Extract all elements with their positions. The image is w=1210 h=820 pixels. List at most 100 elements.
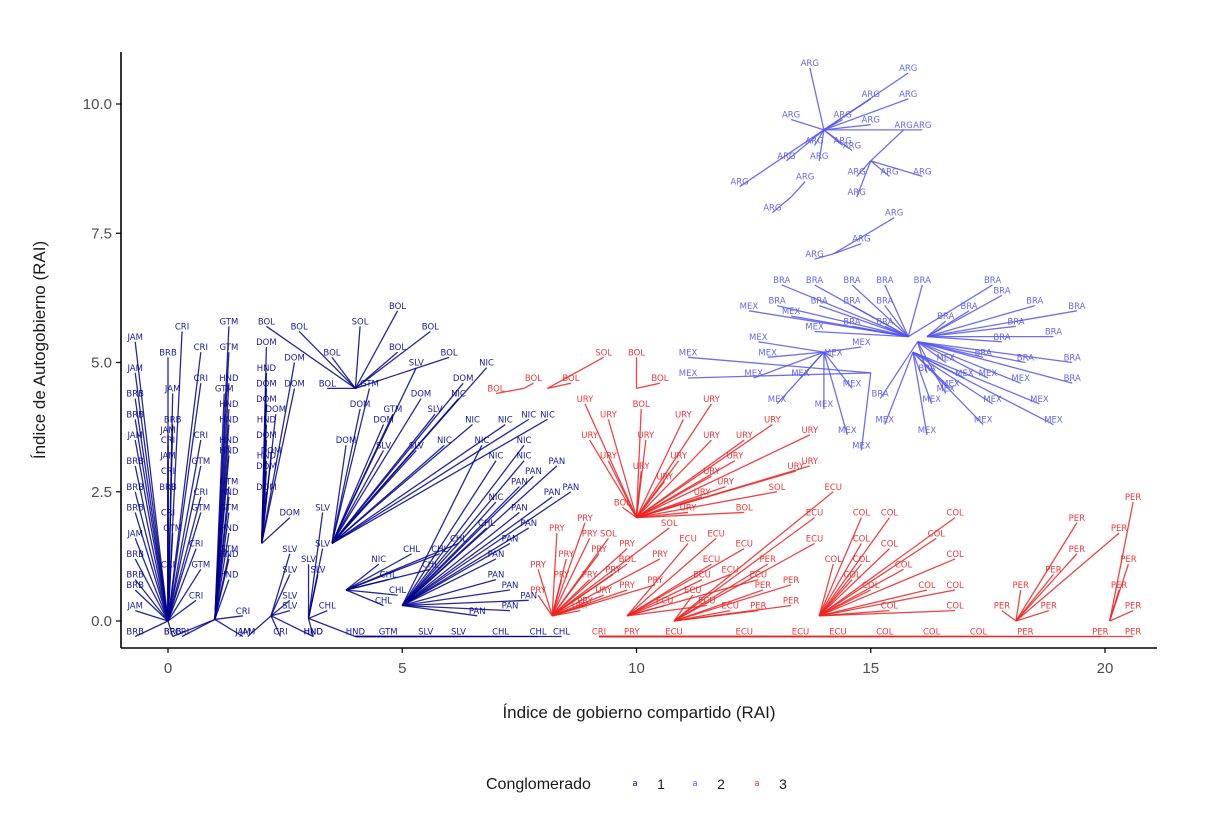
series-1-segment [401, 511, 520, 606]
series-3-segment [626, 543, 689, 617]
series-2-segment [860, 372, 872, 451]
point-label: BRA [918, 364, 935, 374]
series-3-segment [626, 579, 703, 617]
point-label: NIC [498, 416, 513, 426]
point-label: PER [1125, 493, 1141, 503]
series-1-segment [167, 568, 202, 622]
legend-key-1: a [632, 779, 637, 789]
series-3-segment [551, 584, 656, 617]
point-label: BRA [1017, 354, 1034, 364]
point-label: ARG [805, 250, 823, 260]
series-2: ARG ARG ARG ARG ARG ARG ARG ARG ARG ARG ARG ARG ARG A… [679, 59, 1086, 452]
point-label: DOM [411, 390, 432, 400]
point-label: URY [703, 431, 721, 441]
series-3-segment [551, 558, 661, 617]
series-1-segment [261, 388, 296, 544]
series-2-segment [884, 351, 914, 425]
point-label: BRB [164, 416, 182, 426]
point-label: BRA [937, 312, 954, 322]
series-3-segment [551, 579, 563, 616]
series-1-segment [266, 325, 356, 389]
series-3-segment [818, 558, 956, 617]
series-2-segment [917, 341, 1073, 384]
point-label: MEX [922, 395, 941, 405]
series-2-segment [926, 325, 1017, 338]
series-2-segment [856, 160, 872, 177]
series-1-segment [345, 553, 412, 591]
series-1-segment [134, 538, 169, 622]
point-label: NIC [451, 390, 466, 400]
point-label: URY [787, 462, 805, 472]
series-2-segment [748, 310, 909, 338]
point-label: CRI [194, 431, 208, 441]
series-3-segment [636, 439, 712, 519]
series-3-segment [547, 356, 605, 389]
point-label: ECU [806, 534, 824, 544]
point-label: ARG [805, 136, 823, 146]
point-label: DOM [256, 338, 277, 348]
series-2-segment [786, 129, 825, 162]
point-label: MEX [852, 441, 871, 451]
point-label: ARG [796, 173, 814, 183]
point-label: ECU [806, 509, 824, 519]
series-1-segment [307, 574, 319, 619]
point-label: PER [1012, 581, 1028, 591]
series-3-segment [551, 537, 591, 617]
series-1-segment [167, 620, 174, 637]
point-label: DOM [350, 400, 371, 410]
point-label: PAN [511, 503, 528, 513]
point-label: MEX [815, 400, 834, 410]
point-label: MEX [768, 395, 787, 405]
point-label: BRA [872, 390, 889, 400]
point-label: BRA [984, 276, 1001, 286]
point-label: PAN [469, 607, 486, 617]
series-3-segment [673, 594, 694, 622]
point-label: ECU [735, 628, 753, 638]
point-label: SLV [282, 565, 297, 575]
point-label: PRY [619, 581, 635, 591]
series-2-segment [823, 98, 909, 131]
series-1-segment [401, 496, 553, 607]
point-label: ECU [825, 483, 843, 493]
series-2-segment [884, 305, 909, 338]
series-3-segment [537, 569, 553, 617]
series-3-segment [1015, 610, 1049, 622]
series-2-segment [776, 304, 909, 338]
point-label: ECU [829, 628, 847, 638]
series-3-segment [818, 517, 956, 617]
series-1-segment [401, 444, 525, 606]
point-label: BOL [614, 498, 631, 508]
point-label: BRA [1068, 302, 1085, 312]
point-label: MEX [679, 348, 698, 358]
point-label: CRI [189, 540, 203, 550]
point-label: BRA [1007, 317, 1024, 327]
point-label: DOM [256, 431, 277, 441]
point-label: BRB [126, 457, 144, 467]
point-label: COL [881, 540, 899, 550]
series-3-segment [673, 491, 834, 622]
point-label: MEX [852, 338, 871, 348]
point-label: PRY [558, 550, 574, 560]
point-label: COL [923, 628, 941, 638]
series-3-segment [537, 594, 553, 617]
series-1-segment [331, 418, 548, 545]
point-label: NIC [517, 436, 532, 446]
point-label: BRB [159, 348, 177, 358]
point-label: MEX [805, 322, 824, 332]
point-label: ARG [848, 188, 866, 198]
point-label: URY [675, 410, 693, 420]
point-label: ECU [721, 602, 739, 612]
series-1-segment [402, 599, 529, 607]
point-label: BRB [126, 571, 144, 581]
series-1-segment [345, 589, 398, 596]
point-label: SLV [282, 602, 297, 612]
series-1-segment [331, 418, 530, 544]
series-3-segment [635, 471, 642, 518]
series-2-segment [912, 351, 1054, 426]
series-3-segment [635, 403, 713, 518]
y-tick-label: 2.5 [91, 484, 112, 501]
series-3-segment [547, 382, 572, 389]
series-3-segment [818, 537, 937, 617]
point-label: CHL [380, 571, 397, 581]
point-label: BOL [736, 503, 753, 513]
